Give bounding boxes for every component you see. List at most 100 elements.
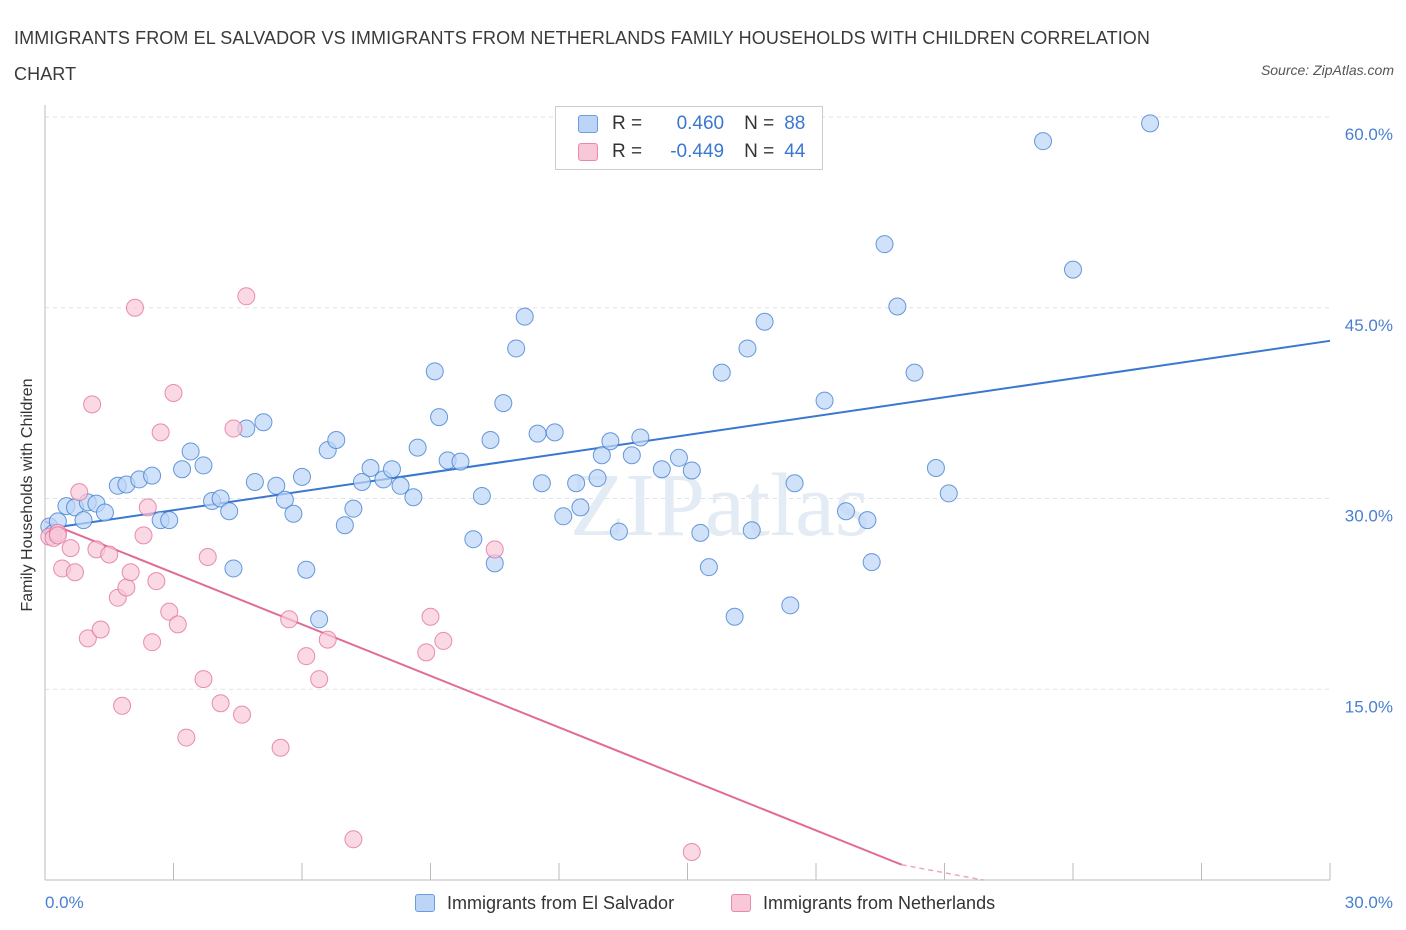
point-el-salvador bbox=[451, 452, 470, 471]
tick-labels: 15.0% 30.0% 45.0% 60.0% 0.0% 30.0% bbox=[45, 125, 1393, 912]
point-netherlands bbox=[164, 383, 183, 402]
point-el-salvador bbox=[194, 456, 213, 475]
point-el-salvador bbox=[181, 442, 200, 461]
point-el-salvador bbox=[1141, 114, 1160, 133]
point-netherlands bbox=[198, 547, 217, 566]
point-netherlands bbox=[78, 629, 97, 648]
x-tick-label: 0.0% bbox=[45, 893, 84, 912]
bottom-legend-swatch-pink bbox=[731, 894, 751, 912]
point-netherlands bbox=[434, 631, 453, 650]
point-el-salvador bbox=[682, 461, 701, 480]
point-el-salvador bbox=[699, 558, 718, 577]
point-el-salvador bbox=[862, 553, 881, 572]
point-el-salvador bbox=[507, 339, 526, 358]
point-el-salvador bbox=[310, 610, 329, 629]
legend-r-label: R = bbox=[612, 113, 643, 134]
legend-r-value: -0.449 bbox=[670, 141, 725, 162]
point-el-salvador bbox=[588, 469, 607, 488]
point-el-salvador bbox=[781, 596, 800, 615]
point-el-salvador bbox=[1064, 260, 1082, 279]
point-el-salvador bbox=[254, 413, 273, 432]
point-netherlands bbox=[117, 578, 136, 597]
point-el-salvador bbox=[382, 460, 401, 479]
point-el-salvador bbox=[293, 467, 311, 486]
point-el-salvador bbox=[571, 498, 590, 517]
point-el-salvador bbox=[335, 516, 354, 535]
point-netherlands bbox=[682, 843, 701, 862]
point-el-salvador bbox=[327, 431, 346, 450]
point-el-salvador bbox=[425, 362, 444, 381]
point-netherlands bbox=[113, 696, 132, 715]
y-tick-label: 30.0% bbox=[1345, 507, 1393, 526]
point-netherlands bbox=[211, 694, 230, 713]
legend-n-value: 44 bbox=[784, 141, 806, 162]
point-el-salvador bbox=[815, 391, 834, 410]
point-netherlands bbox=[310, 670, 329, 689]
trend-line-el-salvador bbox=[44, 339, 1331, 531]
point-el-salvador bbox=[858, 511, 877, 530]
point-el-salvador bbox=[464, 530, 483, 549]
point-el-salvador bbox=[712, 363, 731, 382]
point-el-salvador bbox=[669, 448, 688, 467]
legend-r-value: 0.460 bbox=[676, 113, 725, 134]
point-el-salvador bbox=[888, 297, 907, 316]
point-netherlands bbox=[147, 572, 166, 591]
bottom-legend-swatch-blue bbox=[415, 894, 435, 912]
point-el-salvador bbox=[926, 458, 945, 477]
bottom-legend-label: Immigrants from Netherlands bbox=[763, 892, 996, 913]
legend-n-value: 88 bbox=[784, 113, 806, 134]
bottom-legend-el-salvador: Immigrants from El Salvador bbox=[415, 890, 674, 916]
legend-row-netherlands: R = -0.449 N = 44 bbox=[578, 139, 805, 165]
legend-n-label: N = bbox=[744, 141, 775, 162]
point-netherlands bbox=[160, 602, 179, 621]
source-label: Source: ZipAtlas.com bbox=[1260, 62, 1394, 78]
point-el-salvador bbox=[361, 458, 380, 477]
point-el-salvador bbox=[143, 466, 162, 485]
point-el-salvador bbox=[344, 499, 363, 518]
point-el-salvador bbox=[515, 307, 534, 326]
point-netherlands bbox=[151, 423, 170, 442]
axes bbox=[44, 105, 1331, 881]
point-el-salvador bbox=[691, 523, 710, 542]
point-el-salvador bbox=[245, 472, 264, 491]
point-el-salvador bbox=[622, 446, 641, 465]
point-netherlands bbox=[48, 526, 67, 545]
point-el-salvador bbox=[939, 484, 958, 503]
point-el-salvador bbox=[391, 476, 410, 495]
point-el-salvador bbox=[472, 486, 491, 505]
point-el-salvador bbox=[220, 502, 239, 521]
point-el-salvador bbox=[631, 428, 650, 447]
trend-line-netherlands bbox=[44, 520, 903, 866]
legend-r-label: R = bbox=[612, 141, 643, 162]
point-el-salvador bbox=[755, 312, 774, 331]
point-netherlands bbox=[417, 643, 436, 662]
point-el-salvador bbox=[74, 511, 93, 530]
point-el-salvador bbox=[554, 507, 573, 526]
point-el-salvador bbox=[352, 472, 371, 491]
point-netherlands bbox=[297, 647, 316, 666]
point-el-salvador bbox=[545, 423, 564, 442]
point-el-salvador bbox=[528, 424, 547, 443]
point-netherlands bbox=[65, 563, 84, 582]
point-el-salvador bbox=[652, 460, 671, 479]
point-el-salvador bbox=[494, 394, 513, 413]
legend-n-label: N = bbox=[744, 113, 775, 134]
y-tick-label: 15.0% bbox=[1345, 697, 1393, 716]
point-el-salvador bbox=[738, 339, 757, 358]
trend-line-netherlands-extension bbox=[901, 864, 984, 881]
bottom-legend-netherlands: Immigrants from Netherlands bbox=[731, 890, 995, 916]
point-netherlands bbox=[271, 738, 290, 757]
point-el-salvador bbox=[836, 502, 855, 521]
point-netherlands bbox=[125, 298, 144, 317]
point-netherlands bbox=[61, 539, 80, 558]
point-netherlands bbox=[318, 630, 337, 649]
point-el-salvador bbox=[267, 476, 286, 495]
point-el-salvador bbox=[601, 432, 620, 451]
point-el-salvador bbox=[408, 438, 427, 457]
legend-swatch-pink bbox=[578, 143, 598, 161]
point-netherlands bbox=[100, 545, 119, 564]
point-netherlands bbox=[134, 526, 153, 545]
point-el-salvador bbox=[284, 504, 303, 523]
y-tick-label: 60.0% bbox=[1345, 125, 1393, 144]
